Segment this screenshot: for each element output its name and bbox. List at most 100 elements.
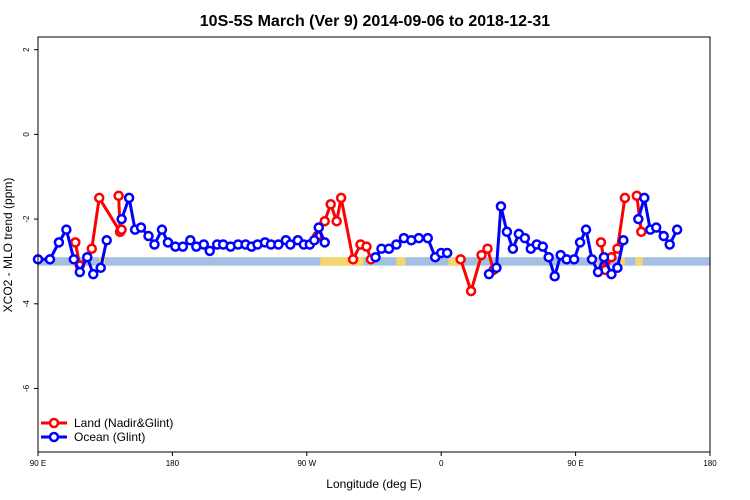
ocean-data-point	[319, 237, 330, 248]
ocean-data-point	[650, 222, 662, 233]
ocean-data-point	[185, 235, 196, 246]
legend-label: Ocean (Glint)	[74, 430, 145, 444]
ocean-data-point	[135, 222, 147, 233]
y-tick-label: -4	[22, 300, 31, 308]
ocean-data-point	[633, 213, 644, 225]
land-data-point	[347, 254, 359, 265]
ocean-data-point	[537, 241, 548, 252]
land-data-point	[86, 243, 98, 254]
x-tick-label: 180	[703, 459, 717, 468]
legend-swatch-marker	[48, 417, 60, 429]
ocean-data-point	[612, 262, 623, 274]
ocean-data-point	[413, 232, 425, 244]
land-data-point	[361, 241, 372, 252]
land-data-point	[455, 254, 466, 265]
ocean-data-point	[44, 254, 56, 265]
ocean-data-point	[177, 241, 189, 252]
ocean-data-point	[88, 268, 99, 280]
ocean-series	[32, 192, 683, 282]
y-tick-label: 2	[22, 47, 31, 52]
land-series	[70, 190, 647, 297]
legend: Land (Nadir&Glint)Ocean (Glint)	[41, 416, 173, 444]
y-tick-label: 0	[22, 132, 31, 137]
ocean-data-point	[658, 230, 669, 242]
ocean-data-point	[95, 262, 106, 274]
ocean-data-point	[495, 201, 507, 212]
ocean-data-point	[285, 239, 296, 250]
ocean-data-point	[586, 254, 598, 265]
ocean-data-point	[580, 224, 592, 235]
ocean-data-point	[101, 235, 112, 246]
x-tick-label: 90 E	[567, 459, 583, 468]
ocean-data-point	[441, 247, 453, 259]
legend-item-ocean: Ocean (Glint)	[41, 430, 145, 444]
ocean-data-point	[53, 237, 65, 248]
ocean-data-point	[370, 251, 381, 263]
ocean-data-point	[618, 235, 629, 246]
land-data-point	[325, 199, 336, 210]
ocean-data-point	[592, 266, 604, 278]
ocean-data-point	[204, 245, 215, 257]
legend-label: Land (Nadir&Glint)	[74, 416, 173, 430]
land-data-point	[116, 224, 127, 235]
ocean-data-point	[273, 239, 284, 250]
ocean-data-point	[519, 232, 531, 244]
land-data-point	[619, 192, 631, 204]
land-band	[396, 257, 406, 266]
land-data-point	[319, 215, 330, 227]
land-data-point	[476, 249, 487, 261]
ocean-data-point	[491, 262, 502, 274]
land-data-point	[335, 192, 347, 204]
land-data-point	[93, 192, 105, 204]
ocean-data-point	[162, 237, 174, 248]
ocean-data-point	[598, 251, 610, 263]
land-data-point	[482, 243, 493, 254]
ocean-data-point	[61, 224, 72, 235]
land-data-point	[465, 285, 477, 297]
ocean-data-point	[143, 230, 154, 242]
ocean-data-point	[549, 271, 560, 282]
ocean-data-point	[68, 254, 80, 265]
ocean-data-point	[639, 192, 650, 204]
ocean-data-point	[501, 226, 513, 238]
ocean-data-point	[606, 268, 617, 280]
ocean-series-line	[636, 196, 679, 246]
ocean-data-point	[671, 224, 683, 235]
y-tick-label: -6	[22, 384, 31, 392]
ocean-data-point	[507, 243, 519, 254]
ocean-data-point	[198, 239, 210, 250]
legend-swatch-marker	[48, 431, 60, 443]
x-tick-label: 90 E	[30, 459, 46, 468]
ocean-data-point	[74, 266, 86, 278]
ocean-data-point	[543, 251, 554, 263]
ocean-data-point	[383, 243, 395, 254]
ocean-data-point	[574, 237, 586, 248]
ocean-data-point	[483, 268, 495, 280]
land-series-line	[73, 196, 122, 268]
ocean-data-point	[156, 224, 168, 235]
land-data-point	[113, 190, 124, 202]
ocean-data-point	[391, 239, 402, 250]
land-data-point	[70, 237, 81, 248]
chart-title: 10S-5S March (Ver 9) 2014-09-06 to 2018-…	[200, 13, 551, 30]
legend-item-land: Land (Nadir&Glint)	[41, 416, 173, 430]
ocean-data-point	[116, 213, 127, 225]
ocean-data-point	[664, 239, 675, 250]
ocean-data-point	[309, 235, 320, 246]
y-axis-label: XCO2 - MLO trend (ppm)	[1, 178, 15, 313]
x-tick-label: 180	[166, 459, 180, 468]
land-band	[617, 257, 625, 266]
ocean-data-point	[149, 239, 160, 250]
land-data-point	[595, 237, 607, 248]
ocean-data-point	[123, 192, 135, 204]
plot-frame	[37, 36, 711, 453]
land-band	[635, 257, 643, 266]
ocean-data-point	[82, 251, 93, 263]
y-axis: 2 0 -2 -4 -6	[22, 47, 38, 392]
land-band	[320, 257, 357, 266]
y-tick-label: -2	[22, 215, 31, 223]
ocean-data-point	[568, 254, 580, 265]
ocean-data-point	[313, 222, 324, 233]
ocean-data-point	[422, 232, 434, 244]
